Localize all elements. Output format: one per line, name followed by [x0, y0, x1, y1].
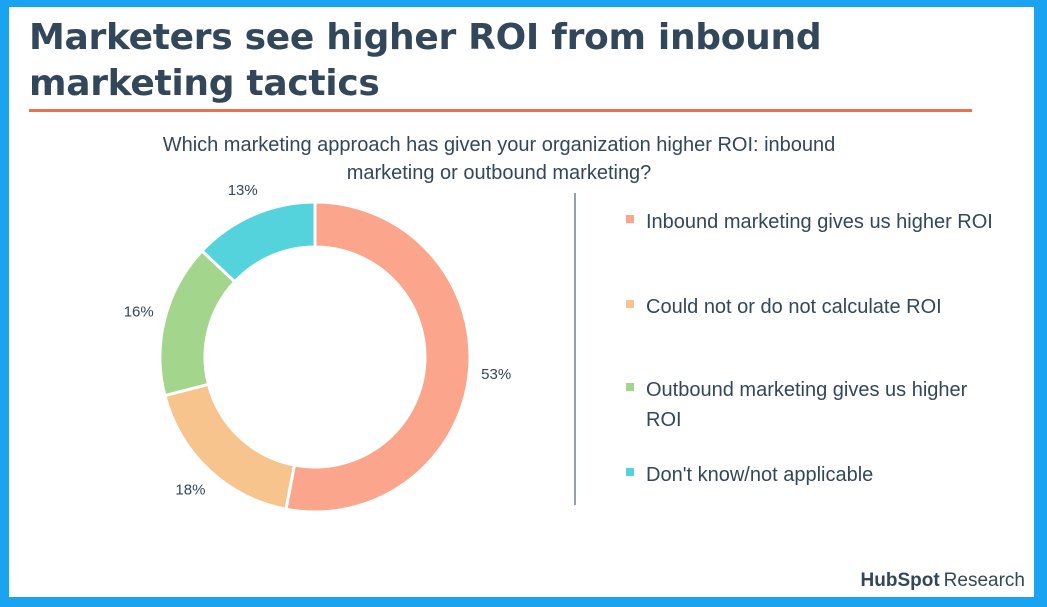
slice-label-dont-know: 13% [228, 182, 258, 199]
donut-chart: 53% 18% 16% 13% [124, 182, 511, 514]
slice-label-inbound: 53% [481, 366, 511, 383]
slice-label-no-calc: 18% [175, 482, 205, 499]
title-underline [29, 109, 972, 112]
donut-slice-dont-know [199, 200, 317, 284]
hubspot-research-logo: HubSpot Research [861, 570, 1025, 592]
brand-suffix: Research [943, 570, 1025, 591]
slide-card: Marketers see higher ROI from inbound ma… [9, 7, 1034, 597]
brand-name: HubSpot [860, 570, 940, 591]
legend-label-inbound: Inbound marketing gives us higher ROI [646, 211, 993, 233]
legend-swatch-outbound [626, 383, 634, 391]
chart-question: Which marketing approach has given your … [162, 134, 836, 184]
legend-label-dont-know: Don't know/not applicable [646, 464, 874, 486]
legend-swatch-inbound [626, 215, 634, 223]
legend-swatch-dont-know [626, 468, 634, 476]
legend-swatch-no-calc [626, 300, 634, 308]
legend-label-no-calc: Could not or do not calculate ROI [646, 296, 942, 318]
slice-label-outbound: 16% [124, 304, 154, 321]
legend-label-outbound: Outbound marketing gives us higher ROI [646, 379, 968, 431]
legend-divider [574, 193, 576, 505]
slide-title: Marketers see higher ROI from inbound ma… [29, 17, 822, 104]
donut-slice-inbound [284, 200, 472, 514]
